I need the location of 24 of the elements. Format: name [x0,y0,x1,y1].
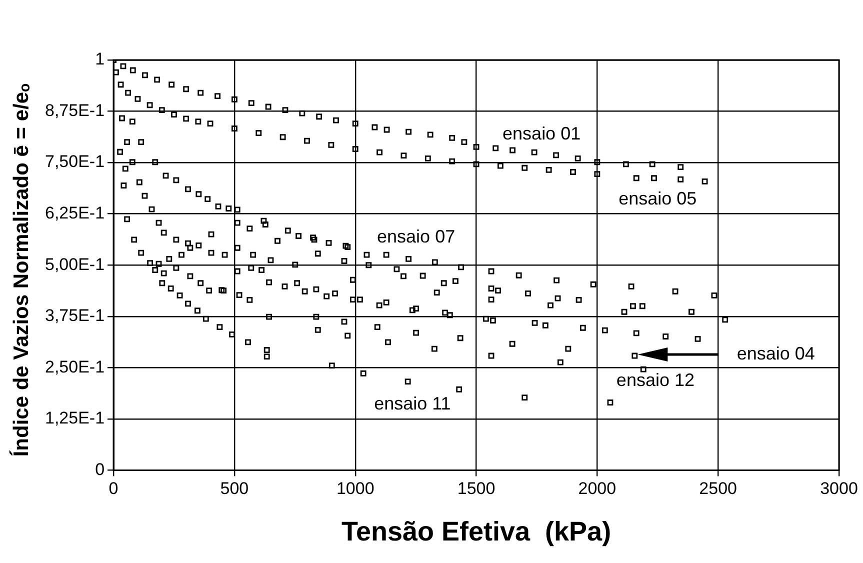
annotation: ensaio 05 [618,188,697,208]
y-tick-label: 8,75E-1 [44,100,105,120]
x-tick-label: 0 [108,479,118,498]
x-tick-label: 1000 [336,479,374,498]
y-tick-label: 2,50E-1 [44,357,105,376]
x-axis-title: Tensão Efetiva (kPa) [341,516,612,546]
y-tick-label: 1,25E-1 [44,408,105,428]
y-axis-title: Índice de Vazios Normalizado ē = e/eₒ [10,83,34,457]
y-tick-label: 0 [95,460,105,479]
x-tick-label: 2000 [578,479,616,498]
x-tick-label: 2500 [699,479,738,498]
annotation: ensaio 07 [377,226,456,247]
annotation: ensaio 11 [374,394,451,414]
y-tick-label: 3,75E-1 [44,306,105,326]
annotation: ensaio 01 [502,124,581,144]
y-tick-label: 5,00E-1 [44,254,105,274]
annotation: ensaio 12 [616,370,694,390]
annotation: ensaio 04 [736,343,815,364]
x-tick-label: 3000 [820,479,858,498]
y-tick-label: 6,25E-1 [44,204,105,223]
y-tick-label: 1 [95,50,105,69]
x-tick-label: 500 [220,479,249,498]
y-tick-label: 7,50E-1 [44,152,105,172]
x-tick-label: 1500 [457,479,496,498]
